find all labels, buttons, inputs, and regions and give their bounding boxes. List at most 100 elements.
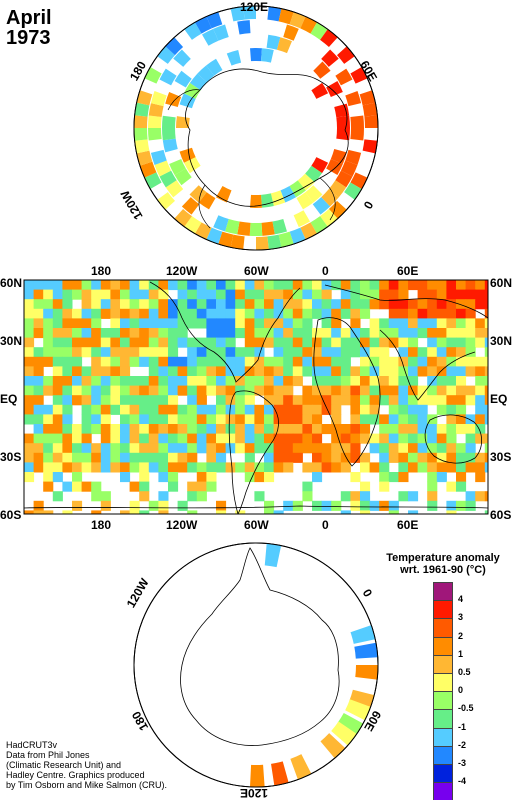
anomaly-cell (250, 48, 262, 62)
anomaly-cell (249, 222, 263, 236)
anomaly-cell (52, 491, 63, 502)
world-top-label-3: 0 (322, 264, 329, 278)
anomaly-cell (81, 376, 92, 387)
anomaly-cell (196, 356, 207, 367)
anomaly-cell (244, 433, 255, 444)
anomaly-cell (350, 385, 361, 396)
anomaly-cell (187, 337, 198, 348)
anomaly-cell (52, 433, 63, 444)
anomaly-cell (225, 219, 240, 235)
anomaly-cell (273, 510, 284, 514)
anomaly-cell (350, 308, 361, 319)
anomaly-cell (273, 356, 284, 367)
anomaly-cell (189, 73, 207, 91)
anomaly-cell (302, 299, 313, 310)
anomaly-cell (417, 385, 428, 396)
anomaly-cell (408, 356, 419, 367)
anomaly-cell (244, 280, 255, 291)
anomaly-cell (177, 308, 188, 319)
anomaly-cell (379, 481, 390, 492)
legend-swatch (433, 673, 453, 693)
anomaly-cell (148, 356, 159, 367)
credit-line: by Tim Osborn and Mike Salmon (CRU). (6, 780, 168, 790)
anomaly-cell (62, 395, 73, 406)
anomaly-cell (484, 491, 488, 502)
anomaly-cell (62, 280, 73, 291)
anomaly-cell (369, 356, 380, 367)
anomaly-cell (350, 337, 361, 348)
anomaly-cell (283, 500, 294, 511)
anomaly-cell (148, 395, 159, 406)
anomaly-cell (331, 462, 342, 473)
anomaly-cell (312, 328, 323, 339)
anomaly-cell (417, 443, 428, 454)
anomaly-cell (350, 289, 361, 300)
anomaly-cell (336, 128, 350, 141)
anomaly-cell (456, 424, 467, 435)
anomaly-cell (24, 443, 35, 454)
anomaly-cell (165, 180, 184, 198)
anomaly-cell (408, 491, 419, 502)
anomaly-cell (158, 472, 169, 483)
legend-title-line2: wrt. 1961-90 (°C) (400, 564, 486, 576)
anomaly-cell (331, 356, 342, 367)
anomaly-cell (129, 385, 140, 396)
anomaly-cell (177, 299, 188, 310)
anomaly-cell (340, 433, 351, 444)
anomaly-cell (254, 433, 265, 444)
world-left-label-1: 30N (0, 334, 23, 348)
anomaly-cell (144, 172, 162, 189)
anomaly-cell (283, 433, 294, 444)
anomaly-cell (139, 289, 150, 300)
anomaly-cell (183, 157, 201, 174)
anomaly-cell (427, 376, 438, 387)
anomaly-cell (43, 299, 54, 310)
anomaly-cell (273, 395, 284, 406)
anomaly-cell (408, 308, 419, 319)
anomaly-cell (331, 347, 342, 358)
anomaly-cell (139, 376, 150, 387)
anomaly-cell (235, 289, 246, 300)
anomaly-cell (280, 186, 296, 203)
anomaly-cell (177, 443, 188, 454)
world-right-label-1: 30N (490, 334, 512, 348)
anomaly-cell (24, 404, 35, 415)
anomaly-cell (388, 299, 399, 310)
anomaly-cell (272, 219, 287, 235)
anomaly-cell (91, 318, 102, 329)
anomaly-cell (331, 443, 342, 454)
anomaly-cell (81, 433, 92, 444)
anomaly-cell (302, 433, 313, 444)
anomaly-cell (436, 356, 447, 367)
anomaly-cell (187, 385, 198, 396)
anomaly-cell (340, 160, 358, 177)
anomaly-cell (187, 481, 198, 492)
anomaly-cell (436, 385, 447, 396)
anomaly-cell (235, 328, 246, 339)
anomaly-cell (427, 491, 438, 502)
anomaly-cell (398, 433, 409, 444)
anomaly-cell (226, 50, 242, 66)
anomaly-cell (110, 347, 121, 358)
anomaly-cell (350, 172, 368, 189)
anomaly-cell (139, 395, 150, 406)
anomaly-cell (244, 376, 255, 387)
anomaly-cell (187, 491, 198, 502)
anomaly-cell (110, 433, 121, 444)
anomaly-cell (148, 443, 159, 454)
anomaly-cell (62, 433, 73, 444)
anomaly-cell (158, 308, 169, 319)
anomaly-cell (81, 337, 92, 348)
anomaly-cell (254, 328, 265, 339)
anomaly-cell (398, 491, 409, 502)
anomaly-cell (81, 462, 92, 473)
anomaly-cell (168, 337, 179, 348)
anomaly-cell (33, 433, 44, 444)
world-left-label-2: EQ (0, 392, 18, 406)
anomaly-cell (139, 433, 150, 444)
anomaly-cell (91, 356, 102, 367)
anomaly-cell (168, 308, 179, 319)
anomaly-cell (225, 280, 236, 291)
anomaly-cell (345, 699, 371, 721)
